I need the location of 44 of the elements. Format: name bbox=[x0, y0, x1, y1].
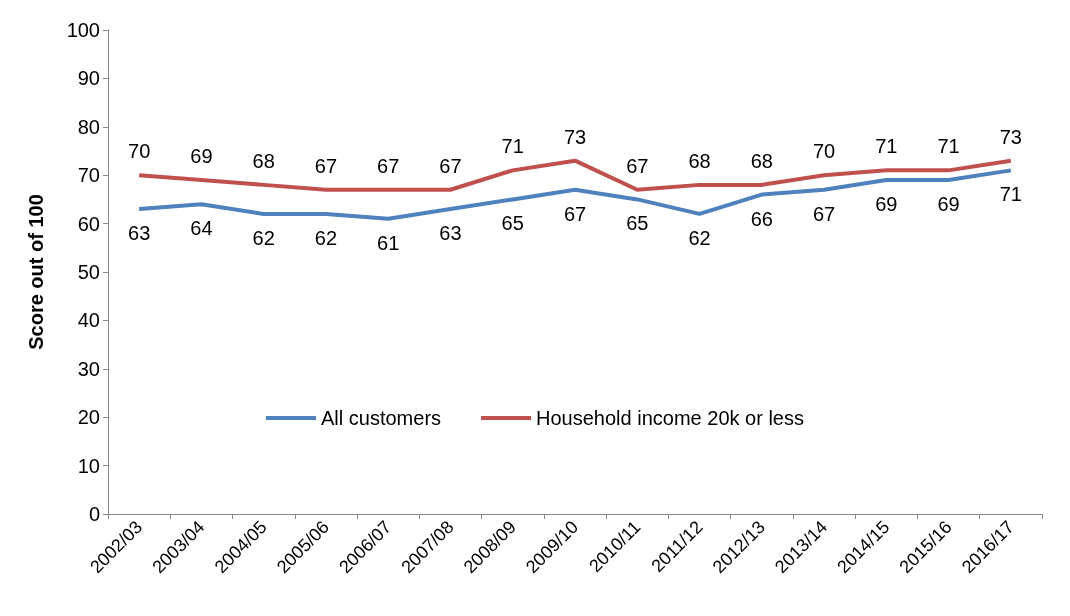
y-tick-label: 80 bbox=[77, 115, 100, 138]
data-label: 73 bbox=[563, 125, 587, 148]
data-label: 71 bbox=[999, 183, 1022, 206]
data-label: 61 bbox=[377, 231, 400, 254]
data-label: 69 bbox=[190, 145, 213, 168]
data-label: 70 bbox=[128, 140, 151, 163]
data-label: 67 bbox=[314, 154, 338, 177]
data-label: 68 bbox=[252, 149, 275, 172]
data-label: 71 bbox=[937, 135, 960, 158]
legend-label: Household income 20k or less bbox=[536, 407, 804, 429]
data-label: 67 bbox=[626, 154, 649, 177]
y-tick-label: 10 bbox=[77, 454, 100, 477]
y-tick-label: 60 bbox=[77, 212, 100, 235]
y-axis-title: Score out of 100 bbox=[25, 194, 47, 350]
data-label: 67 bbox=[812, 202, 836, 225]
data-label: 67 bbox=[439, 154, 462, 177]
data-label: 68 bbox=[688, 149, 711, 172]
data-label: 67 bbox=[377, 154, 400, 177]
data-label: 62 bbox=[252, 226, 275, 249]
data-label: 64 bbox=[190, 217, 213, 240]
data-label: 62 bbox=[314, 226, 338, 249]
data-label: 65 bbox=[501, 212, 524, 235]
legend-label: All customers bbox=[321, 407, 442, 429]
data-label: 63 bbox=[128, 222, 151, 245]
data-label: 68 bbox=[750, 149, 773, 172]
y-tick-label: 100 bbox=[66, 19, 100, 41]
data-label: 69 bbox=[937, 193, 960, 216]
y-tick-label: 70 bbox=[77, 164, 100, 187]
y-tick-label: 40 bbox=[77, 309, 100, 332]
data-label: 70 bbox=[812, 140, 836, 163]
data-label: 71 bbox=[875, 135, 898, 158]
data-label: 73 bbox=[999, 125, 1022, 148]
y-tick-label: 90 bbox=[77, 67, 100, 90]
data-label: 69 bbox=[875, 193, 898, 216]
data-label: 71 bbox=[501, 135, 524, 158]
y-tick-label: 30 bbox=[77, 357, 100, 380]
y-tick-label: 0 bbox=[88, 503, 100, 525]
data-label: 62 bbox=[688, 226, 711, 249]
data-label: 63 bbox=[439, 222, 462, 245]
y-tick-label: 50 bbox=[77, 261, 100, 283]
data-label: 65 bbox=[626, 212, 649, 235]
y-tick-label: 20 bbox=[77, 406, 100, 429]
data-label: 67 bbox=[563, 202, 587, 225]
data-label: 66 bbox=[750, 207, 773, 230]
